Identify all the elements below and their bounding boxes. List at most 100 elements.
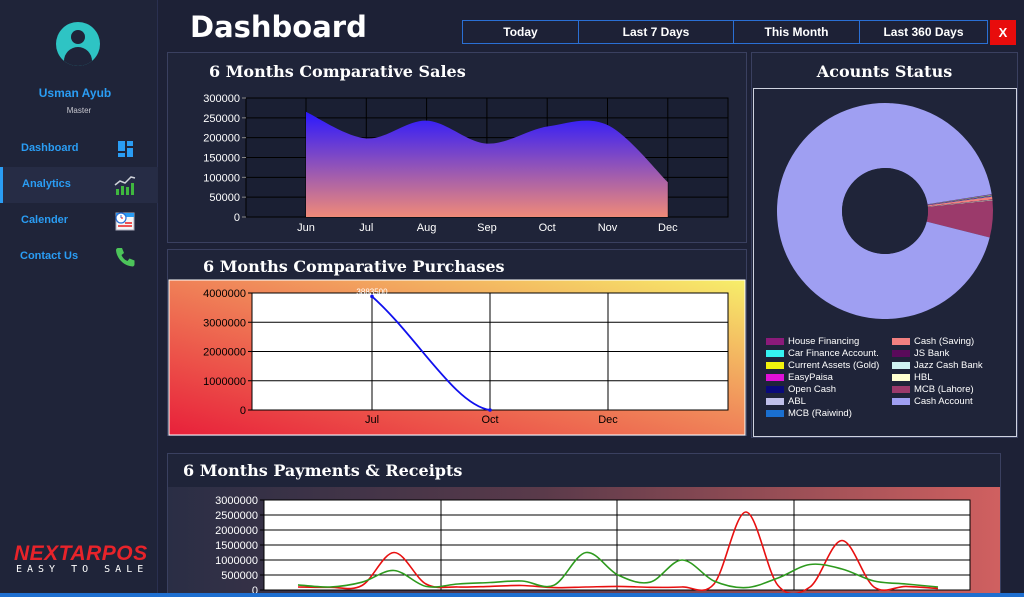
sales-panel-title: 6 Months Comparative Sales bbox=[209, 62, 466, 81]
legend-label: Cash (Saving) bbox=[914, 336, 975, 347]
pie-slice bbox=[927, 194, 992, 205]
legend-swatch bbox=[766, 361, 784, 369]
payments-chart: 0 500000 1000000 1500000 2000000 2500000 30000… bbox=[168, 487, 1000, 597]
page-title: Dashboard bbox=[190, 10, 367, 44]
legend-swatch bbox=[892, 337, 910, 345]
sales-x-tick-label: Aug bbox=[417, 222, 437, 234]
sales-y-tick-label: 100000 bbox=[203, 172, 240, 184]
purchases-y-tick-label: 3000000 bbox=[203, 317, 246, 329]
purchases-panel: 6 Months Comparative Purchases 0 1000000 2… bbox=[167, 249, 747, 436]
legend-swatch bbox=[892, 397, 910, 405]
purchases-point bbox=[488, 408, 492, 412]
filter-today-button[interactable]: Today bbox=[463, 21, 579, 43]
payments-y-tick-label: 1000000 bbox=[215, 555, 258, 567]
sidebar: Usman Ayub Master Dashboard Analytics Ca… bbox=[0, 0, 158, 597]
payments-y-tick-label: 2500000 bbox=[215, 510, 258, 522]
bottom-bar bbox=[0, 593, 1024, 597]
legend-label: HBL bbox=[914, 372, 933, 383]
legend-item: Car Finance Account. bbox=[766, 348, 879, 360]
sales-y-tick-label: 250000 bbox=[203, 113, 240, 125]
accounts-panel: Acounts Status bbox=[751, 52, 1018, 438]
analytics-chart-icon bbox=[114, 176, 136, 195]
legend-item: ABL bbox=[766, 396, 806, 408]
legend-label: MCB (Raiwind) bbox=[788, 408, 852, 419]
sidebar-item-dashboard[interactable]: Dashboard bbox=[0, 131, 158, 167]
sidebar-item-label: Dashboard bbox=[21, 142, 79, 154]
sales-y-tick-label: 200000 bbox=[203, 133, 240, 145]
purchases-x-tick-label: Dec bbox=[598, 414, 618, 426]
legend-label: ABL bbox=[788, 396, 806, 407]
legend-swatch bbox=[892, 385, 910, 393]
pie-slice bbox=[927, 195, 992, 206]
purchases-x-tick-label: Jul bbox=[365, 414, 379, 426]
payments-panel: 6 Months Payments & Receipts 0 500000 1000… bbox=[167, 453, 1001, 597]
legend-swatch bbox=[892, 373, 910, 381]
payments-y-tick-label: 0 bbox=[252, 585, 258, 597]
purchases-y-tick-label: 1000000 bbox=[203, 376, 246, 388]
pie-slice bbox=[777, 102, 992, 319]
legend-label: House Financing bbox=[788, 336, 860, 347]
sales-chart: 0 50000 100000 150000 200000 250000 300000 Jun J… bbox=[203, 93, 729, 234]
sales-panel: 6 Months Comparative Sales 0 50000 100000 1… bbox=[167, 52, 747, 243]
pie-slice bbox=[927, 196, 993, 206]
legend-item: MCB (Raiwind) bbox=[766, 408, 852, 420]
logo-sub-text: EASY TO SALE bbox=[16, 564, 149, 575]
legend-item: Jazz Cash Bank bbox=[892, 360, 983, 372]
purchases-chart: 0 1000000 2000000 3000000 4000000 Jul Oct Dec 38… bbox=[168, 279, 746, 436]
sales-y-tick-label: 50000 bbox=[209, 192, 240, 204]
legend-swatch bbox=[892, 361, 910, 369]
legend-label: Open Cash bbox=[788, 384, 837, 395]
purchases-x-tick-label: Oct bbox=[481, 414, 498, 426]
legend-item: HBL bbox=[892, 372, 932, 384]
filter-last-7-days-button[interactable]: Last 7 Days bbox=[579, 21, 734, 43]
legend-item: Current Assets (Gold) bbox=[766, 360, 879, 372]
sales-y-tick-label: 300000 bbox=[203, 93, 240, 105]
app-logo: NEXTARPOS EASY TO SALE bbox=[14, 542, 148, 575]
legend-item: Cash (Saving) bbox=[892, 336, 974, 348]
user-role: Master bbox=[66, 106, 92, 115]
user-name: Usman Ayub bbox=[38, 86, 112, 100]
calendar-icon bbox=[115, 212, 135, 231]
filter-last-360-days-button[interactable]: Last 360 Days bbox=[860, 21, 987, 43]
legend-swatch bbox=[892, 349, 910, 357]
payments-green-series bbox=[297, 551, 939, 589]
payments-y-tick-label: 3000000 bbox=[215, 495, 258, 507]
sales-x-tick-label: Dec bbox=[658, 222, 678, 234]
sidebar-item-label: Contact Us bbox=[20, 250, 79, 262]
accounts-legend: House Financing Car Finance Account. Curre… bbox=[766, 336, 1006, 426]
legend-swatch bbox=[766, 397, 784, 405]
sales-y-tick-label: 0 bbox=[234, 212, 240, 224]
pie-slice bbox=[927, 195, 992, 205]
avatar[interactable] bbox=[56, 22, 100, 66]
pie-slice bbox=[927, 196, 993, 206]
purchases-panel-title: 6 Months Comparative Purchases bbox=[203, 257, 505, 276]
legend-label: JS Bank bbox=[914, 348, 950, 359]
legend-swatch bbox=[766, 373, 784, 381]
date-filter-group: Today Last 7 Days This Month Last 360 Da… bbox=[462, 20, 988, 44]
filter-this-month-button[interactable]: This Month bbox=[734, 21, 860, 43]
payments-y-tick-label: 1500000 bbox=[215, 540, 258, 552]
dashboard-grid-icon bbox=[118, 141, 133, 157]
pie-center-hole bbox=[842, 168, 928, 254]
sidebar-item-calender[interactable]: Calender bbox=[0, 203, 158, 239]
sales-x-tick-label: Jun bbox=[297, 222, 315, 234]
pie-slice bbox=[927, 196, 993, 207]
pie-slice bbox=[927, 199, 993, 207]
pie-slice bbox=[927, 200, 993, 207]
legend-swatch bbox=[766, 409, 784, 417]
sales-x-tick-label: Jul bbox=[359, 222, 373, 234]
legend-label: Cash Account bbox=[914, 396, 973, 407]
close-button[interactable]: X bbox=[990, 20, 1016, 45]
purchases-y-tick-label: 0 bbox=[240, 405, 246, 417]
sales-x-tick-label: Oct bbox=[539, 222, 556, 234]
legend-swatch bbox=[766, 337, 784, 345]
sidebar-item-contact-us[interactable]: Contact Us bbox=[0, 239, 158, 275]
purchases-point bbox=[370, 294, 374, 299]
legend-label: EasyPaisa bbox=[788, 372, 833, 383]
payments-red-series bbox=[297, 511, 939, 595]
accounts-panel-title: Acounts Status bbox=[816, 62, 953, 81]
legend-item: JS Bank bbox=[892, 348, 949, 360]
legend-item: Cash Account bbox=[892, 396, 973, 408]
sidebar-item-analytics[interactable]: Analytics bbox=[0, 167, 158, 203]
